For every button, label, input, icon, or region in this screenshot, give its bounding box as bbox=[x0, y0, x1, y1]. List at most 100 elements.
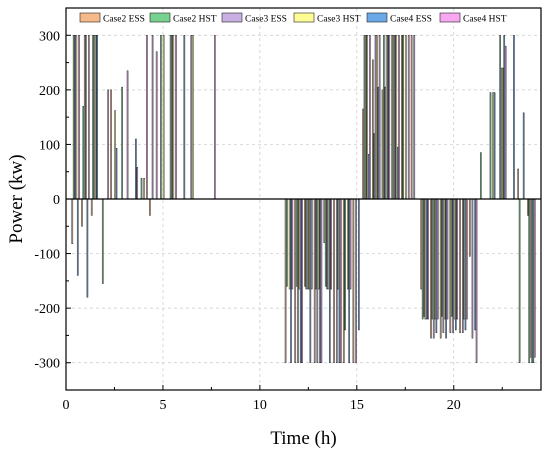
bar bbox=[376, 35, 378, 200]
bar bbox=[284, 198, 287, 363]
bar bbox=[308, 198, 310, 290]
bar bbox=[383, 35, 385, 200]
bar bbox=[140, 178, 143, 200]
bar bbox=[527, 198, 529, 216]
bar bbox=[81, 198, 83, 227]
bar bbox=[518, 198, 521, 363]
bar bbox=[324, 198, 327, 287]
legend-label: Case3 HST bbox=[317, 15, 361, 25]
bar bbox=[362, 108, 364, 200]
bar bbox=[86, 198, 89, 298]
bar bbox=[372, 59, 374, 200]
bar bbox=[82, 105, 85, 200]
bar bbox=[295, 198, 298, 287]
bar bbox=[71, 198, 74, 244]
bar bbox=[442, 198, 445, 333]
bar bbox=[443, 198, 446, 320]
bar bbox=[342, 198, 345, 363]
legend-swatch bbox=[221, 12, 243, 23]
bar bbox=[191, 35, 194, 200]
bar bbox=[395, 35, 398, 200]
bar bbox=[136, 167, 139, 200]
bar bbox=[377, 86, 380, 200]
bar bbox=[435, 198, 438, 333]
x-tick-label: 0 bbox=[63, 398, 70, 413]
bar bbox=[114, 110, 116, 200]
bar bbox=[420, 198, 423, 290]
bar bbox=[387, 35, 389, 200]
bar bbox=[214, 35, 216, 200]
bar bbox=[326, 198, 328, 290]
bar bbox=[126, 70, 129, 200]
bar bbox=[528, 198, 531, 363]
bar bbox=[466, 198, 468, 320]
bar bbox=[493, 92, 496, 200]
bar bbox=[373, 133, 375, 200]
bar bbox=[367, 154, 370, 200]
axes bbox=[65, 7, 542, 391]
bar bbox=[446, 198, 449, 320]
bar bbox=[374, 35, 377, 200]
bar bbox=[172, 35, 175, 200]
y-tick-label: 100 bbox=[39, 138, 60, 153]
bar bbox=[101, 198, 104, 284]
bar bbox=[190, 35, 193, 200]
bar bbox=[532, 198, 535, 363]
bar bbox=[424, 198, 427, 320]
bar bbox=[337, 198, 339, 290]
bar bbox=[290, 198, 292, 363]
legend-label: Case3 ESS bbox=[245, 15, 287, 25]
y-tick-label: -300 bbox=[34, 357, 60, 372]
bar bbox=[423, 198, 425, 317]
bar bbox=[453, 198, 456, 320]
bar bbox=[513, 35, 515, 200]
bar bbox=[489, 92, 492, 200]
bar bbox=[72, 35, 75, 200]
bar bbox=[344, 198, 346, 331]
bar bbox=[425, 198, 428, 320]
bar bbox=[413, 35, 416, 200]
bar bbox=[76, 198, 79, 276]
bar bbox=[385, 35, 388, 200]
bar bbox=[441, 198, 443, 317]
bar bbox=[355, 198, 357, 363]
bar bbox=[452, 198, 454, 333]
bar bbox=[299, 198, 302, 363]
bar bbox=[340, 198, 342, 363]
bar bbox=[90, 198, 93, 216]
bar bbox=[504, 45, 507, 200]
bar bbox=[333, 198, 335, 363]
bar bbox=[347, 198, 349, 290]
bar bbox=[381, 89, 384, 200]
legend-item: Case4 HST bbox=[439, 12, 507, 25]
bar bbox=[107, 89, 109, 200]
bar bbox=[320, 198, 323, 363]
bar bbox=[432, 198, 435, 339]
legend-swatch bbox=[366, 12, 388, 23]
bar bbox=[366, 35, 368, 200]
bar bbox=[310, 198, 313, 290]
bar bbox=[327, 198, 330, 290]
bar bbox=[358, 198, 360, 331]
bar bbox=[369, 35, 371, 200]
bar bbox=[151, 35, 154, 200]
bar bbox=[455, 198, 457, 331]
bar bbox=[75, 35, 78, 200]
bar bbox=[464, 198, 467, 331]
bar bbox=[85, 35, 87, 200]
bar bbox=[378, 35, 381, 200]
bar bbox=[96, 35, 98, 200]
bar bbox=[143, 178, 146, 200]
bar bbox=[183, 35, 186, 200]
bar bbox=[450, 198, 453, 317]
bar bbox=[529, 198, 532, 358]
bar bbox=[349, 198, 352, 290]
bar bbox=[74, 35, 76, 200]
bar bbox=[288, 198, 291, 290]
bar bbox=[407, 35, 410, 200]
bar bbox=[286, 198, 288, 287]
legend-swatch bbox=[149, 12, 171, 23]
legend-item: Case2 HST bbox=[149, 12, 217, 25]
bar bbox=[175, 35, 177, 200]
bar bbox=[517, 168, 519, 200]
